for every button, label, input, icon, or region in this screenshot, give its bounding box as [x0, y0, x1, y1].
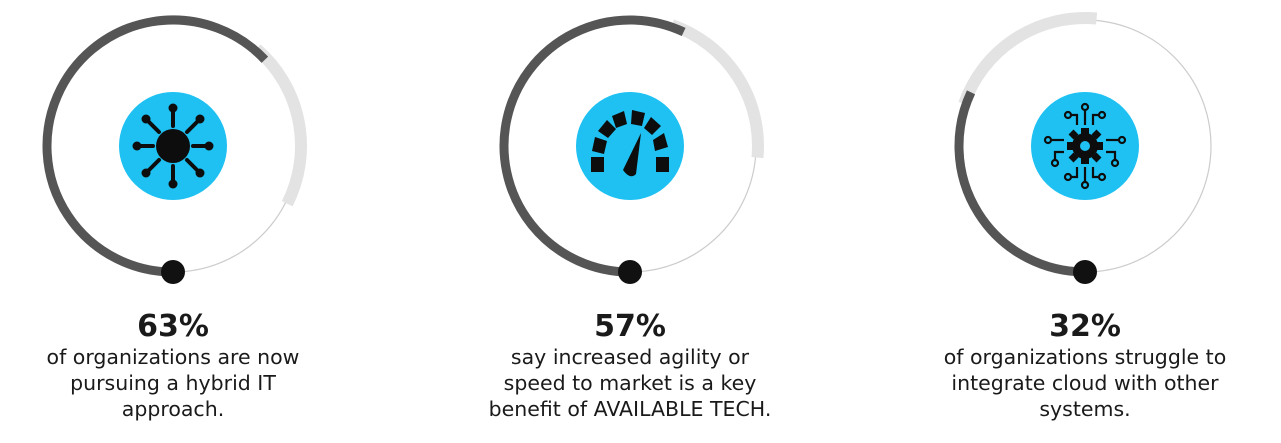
icon-circle [576, 92, 684, 200]
stat-text: 32% of organizations struggle to integra… [925, 310, 1245, 422]
ring-end-dot [618, 260, 642, 284]
stat-description-line: benefit of AVAILABLE TECH. [488, 397, 772, 421]
stat-description-line: pursuing a hybrid IT [70, 371, 276, 395]
stat-percent: 63% [137, 309, 209, 344]
stat-card-cloud-integration: 32% of organizations struggle to integra… [925, 0, 1245, 443]
ring-progress [42, 15, 269, 277]
stat-card-agility: 57% say increased agility or speed to ma… [470, 0, 790, 443]
ring-end-dot [1073, 260, 1097, 284]
ring-track [958, 12, 1098, 106]
progress-ring [954, 12, 1212, 284]
ring-end-dot [161, 260, 185, 284]
ring-progress [499, 15, 686, 277]
stat-description-line: approach. [121, 397, 225, 421]
circuit-gear-icon [1043, 102, 1127, 190]
stat-percent: 57% [594, 309, 666, 344]
progress-ring [42, 15, 307, 284]
stat-description-line: integrate cloud with other [951, 371, 1219, 395]
speedometer-icon [591, 110, 669, 177]
ring-track [670, 19, 764, 159]
network-hub-icon [132, 103, 214, 189]
stat-description-line: of organizations struggle to [943, 345, 1227, 369]
stat-description-line: speed to market is a key [503, 371, 757, 395]
stat-card-hybrid-it: 63% of organizations are now pursuing a … [13, 0, 333, 443]
stat-text: 63% of organizations are now pursuing a … [13, 310, 333, 422]
stat-description-line: say increased agility or [510, 345, 750, 369]
ring-progress [954, 90, 1086, 277]
stat-text: 57% say increased agility or speed to ma… [470, 310, 790, 422]
stat-percent: 32% [1049, 309, 1121, 344]
ring-track [252, 44, 307, 207]
stat-description-line: systems. [1039, 397, 1131, 421]
stat-description-line: of organizations are now [46, 345, 300, 369]
progress-ring [499, 15, 764, 284]
